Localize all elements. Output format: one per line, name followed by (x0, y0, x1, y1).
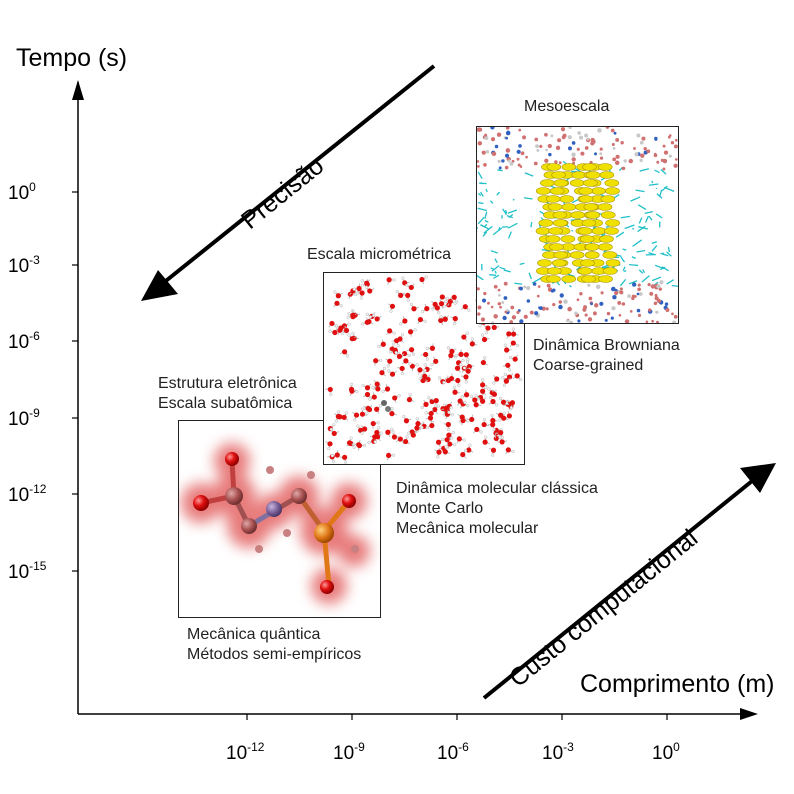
carbon-atom (241, 518, 257, 534)
membrane-protein-image (477, 127, 678, 323)
carbon-atom (291, 488, 307, 504)
cost-arrowhead (740, 463, 776, 493)
x-axis-arrowhead (740, 708, 758, 720)
x-tick-marks (246, 714, 668, 720)
caption-line: Dinâmica molecular clássica (396, 480, 598, 497)
micro-bottom-caption: Dinâmica molecular clássica Monte Carlo … (396, 479, 598, 539)
quantum-top-caption: Estrutura eletrônica Escala subatômica (158, 374, 297, 414)
oxygen-atom (320, 580, 334, 594)
carbon-atom (225, 487, 243, 505)
y-tick-label: 10-6 (8, 329, 40, 353)
meso-membrane-panel (476, 126, 679, 324)
water-box-image (325, 275, 523, 464)
caption-line: Estrutura eletrônica (158, 375, 297, 392)
oxygen-atom (342, 494, 356, 508)
caption-line: Mecânica quântica (187, 626, 321, 643)
phosphorus-atom (314, 523, 334, 543)
precision-arrowhead (141, 270, 178, 301)
x-tick-label: 10-12 (226, 740, 265, 764)
y-tick-label: 10-9 (8, 406, 40, 430)
caption-line: Escala subatômica (158, 395, 293, 412)
precision-arrow (160, 64, 436, 286)
micro-water-panel (323, 272, 525, 465)
meso-top-caption: Mesoescala (524, 97, 609, 117)
y-tick-marks (72, 191, 78, 572)
caption-line: Métodos semi-empíricos (187, 646, 362, 663)
y-tick-label: 10-15 (8, 559, 47, 583)
oxygen-atom (193, 495, 209, 511)
caption-line: Monte Carlo (396, 500, 484, 517)
micro-top-caption: Escala micrométrica (307, 245, 451, 265)
oxygen-atom (225, 452, 239, 466)
x-tick-label: 100 (652, 740, 680, 764)
caption-line: Dinâmica Browniana (533, 337, 680, 354)
x-tick-label: 10-6 (437, 740, 469, 764)
y-tick-label: 100 (8, 180, 36, 204)
quantum-bottom-caption: Mecânica quântica Métodos semi-empíricos (187, 625, 361, 665)
y-axis-arrowhead (72, 80, 84, 100)
x-tick-label: 10-3 (542, 740, 574, 764)
y-tick-label: 10-3 (8, 253, 40, 277)
x-axis-title: Comprimento (m) (580, 670, 775, 698)
caption-line: Mesoescala (524, 98, 610, 115)
x-tick-label: 10-9 (333, 740, 365, 764)
nitrogen-atom (266, 501, 282, 517)
y-tick-label: 10-12 (8, 482, 47, 506)
caption-line: Escala micrométrica (307, 246, 452, 263)
molecule-image (181, 443, 370, 604)
caption-line: Mecânica molecular (396, 520, 539, 537)
caption-line: Coarse-grained (533, 357, 644, 374)
meso-bottom-caption: Dinâmica Browniana Coarse-grained (533, 336, 680, 376)
y-axis-title: Tempo (s) (16, 44, 128, 72)
cost-arrow (482, 475, 759, 700)
